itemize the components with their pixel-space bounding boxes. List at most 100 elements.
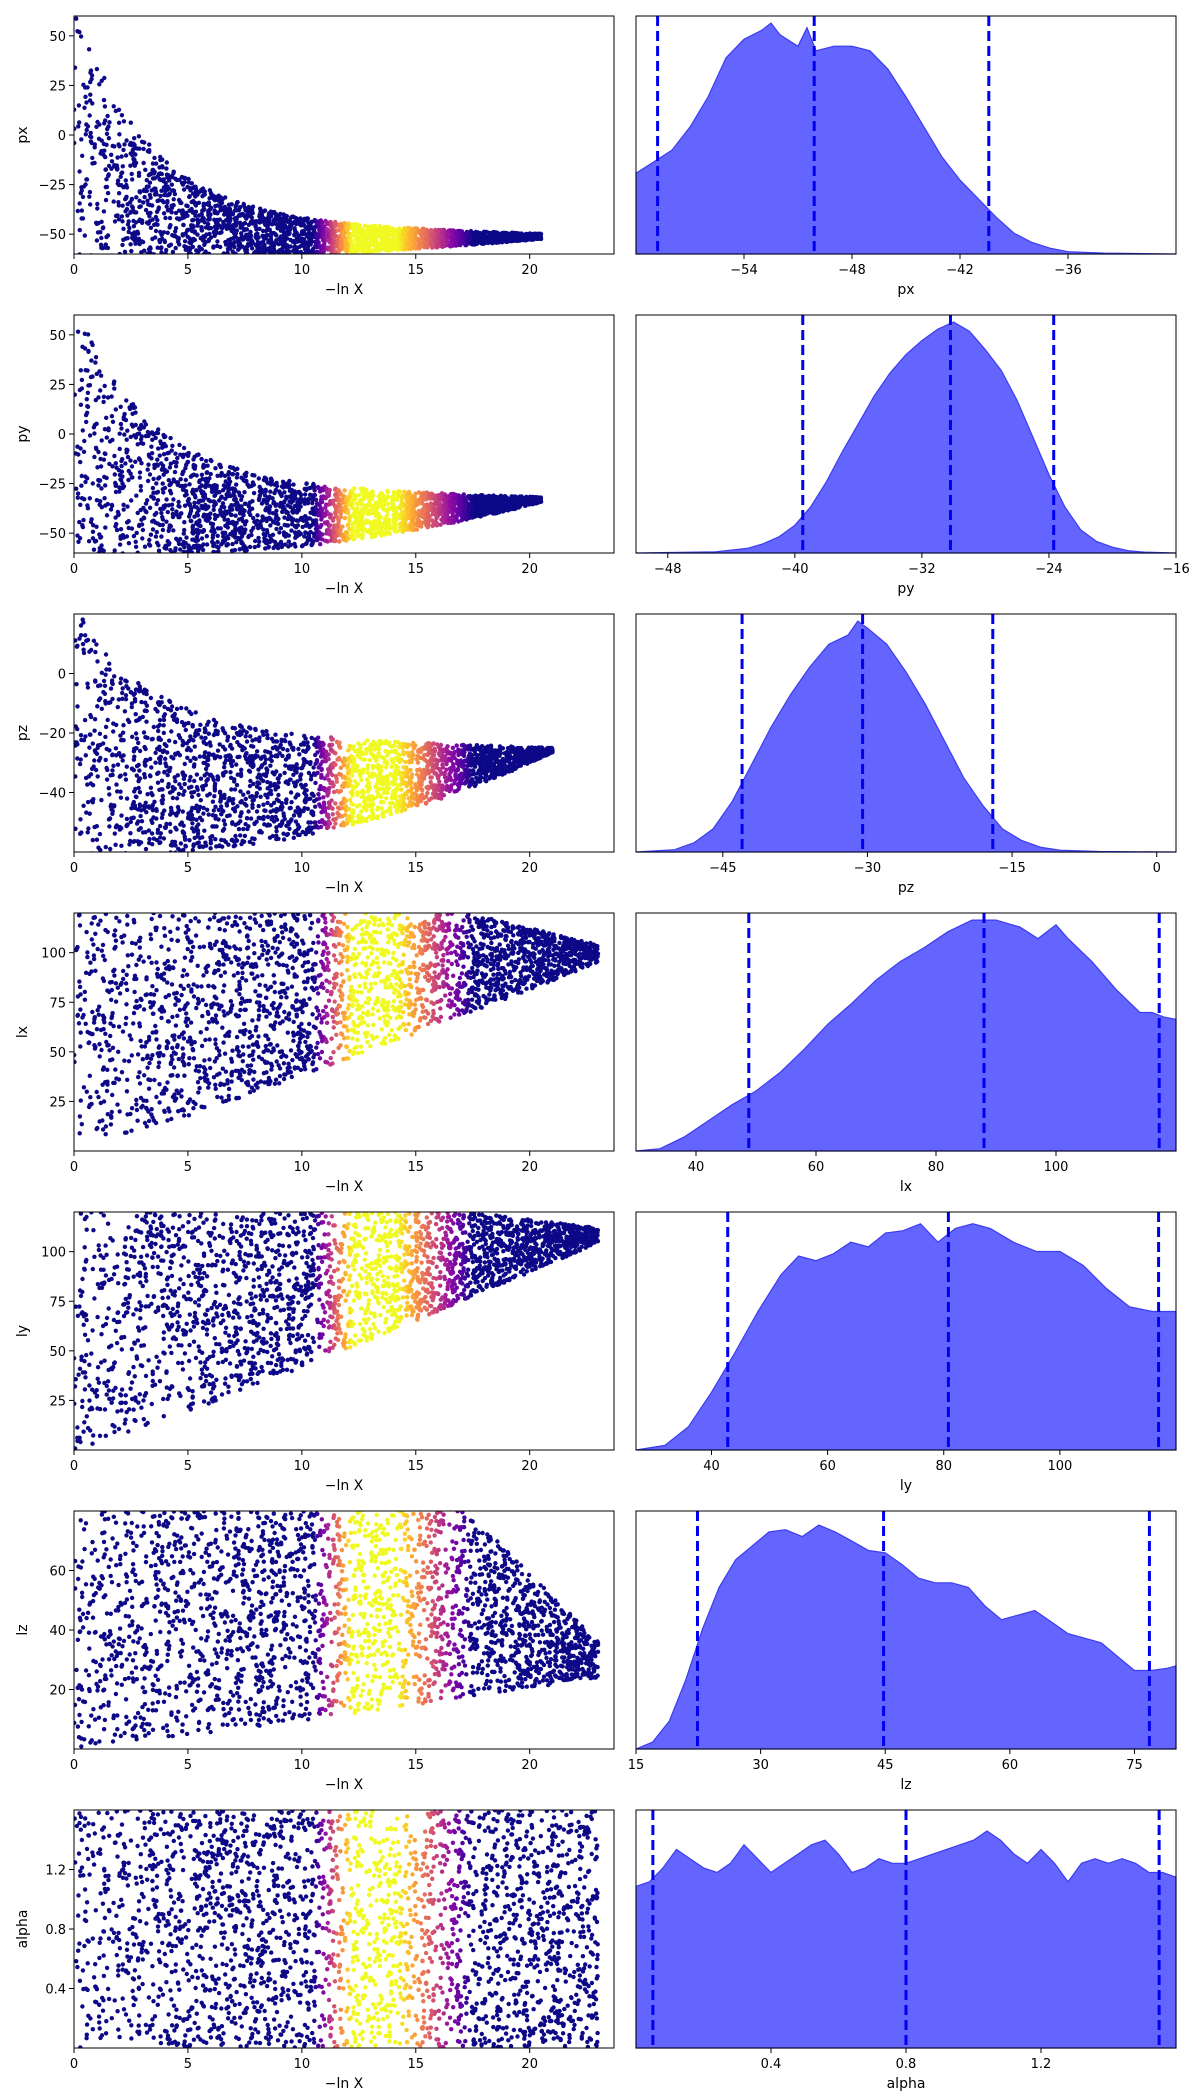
scatter-point — [83, 474, 88, 479]
scatter-point — [472, 501, 478, 507]
scatter-point — [104, 177, 109, 182]
scatter-point — [103, 483, 108, 488]
scatter-point — [202, 220, 207, 225]
scatter-point — [332, 234, 337, 240]
scatter-point — [115, 155, 120, 160]
scatter-point — [104, 234, 109, 240]
scatter-point — [204, 518, 210, 523]
scatter-point — [162, 238, 167, 243]
scatter-point — [167, 482, 172, 488]
scatter-point — [104, 513, 110, 518]
scatter-point — [257, 539, 262, 544]
scatter-point — [286, 539, 291, 544]
scatter-point — [307, 486, 312, 491]
y-tick-label: 25 — [49, 79, 66, 94]
scatter-point — [153, 534, 159, 539]
scatter-point — [227, 206, 233, 212]
scatter-point — [135, 510, 140, 516]
scatter-point — [310, 246, 316, 252]
scatter-point — [413, 491, 418, 496]
scatter-point — [187, 501, 192, 506]
scatter-point — [235, 471, 240, 477]
scatter-point — [222, 473, 228, 478]
scatter-point — [105, 501, 111, 507]
scatter-point — [133, 220, 139, 225]
scatter-point — [214, 544, 220, 549]
scatter-point — [242, 490, 247, 495]
scatter-point — [126, 555, 130, 559]
scatter-point — [220, 488, 226, 493]
scatter-point — [421, 226, 427, 232]
scatter-point — [78, 446, 83, 451]
scatter-point — [91, 523, 96, 528]
scatter-point — [99, 543, 104, 548]
scatter-point — [342, 221, 347, 226]
scatter-point — [188, 251, 193, 254]
scatter-point — [245, 482, 250, 487]
scatter-point — [152, 465, 157, 471]
scatter-point — [98, 456, 103, 462]
scatter-point — [276, 222, 281, 227]
scatter-point — [123, 178, 128, 183]
scatter-point — [169, 182, 174, 187]
scatter-point — [158, 193, 163, 199]
scatter-point — [201, 188, 206, 193]
scatter-point — [284, 219, 289, 224]
scatter-point — [303, 492, 308, 497]
scatter-point — [205, 463, 210, 468]
scatter-point — [301, 518, 306, 523]
scatter-point — [486, 237, 491, 242]
scatter-point — [119, 458, 124, 464]
scatter-point — [74, 16, 79, 21]
scatter-point — [311, 531, 317, 536]
scatter-point — [378, 247, 383, 253]
scatter-point — [181, 539, 186, 545]
scatter-point — [112, 453, 117, 459]
scatter-point — [192, 514, 197, 519]
scatter-point — [75, 29, 80, 34]
scatter-point — [110, 464, 115, 469]
x-tick-label: 15 — [407, 263, 424, 278]
scatter-point — [93, 445, 99, 450]
scatter-point — [227, 246, 233, 251]
scatter-point — [85, 390, 91, 395]
scatter-point — [360, 536, 365, 541]
scatter-point — [147, 472, 153, 477]
scatter-point — [350, 521, 355, 526]
scatter-point — [189, 223, 194, 228]
scatter-point — [158, 230, 164, 235]
scatter-point — [124, 185, 130, 190]
scatter-point — [200, 547, 206, 553]
scatter-point — [358, 523, 364, 529]
scatter-point — [109, 159, 115, 164]
scatter-point — [238, 213, 243, 218]
scatter-point — [359, 488, 365, 493]
scatter-point — [222, 211, 228, 216]
scatter-point — [153, 228, 159, 234]
scatter-point — [206, 251, 212, 254]
scatter-point — [196, 213, 202, 218]
scatter-point — [357, 228, 362, 233]
scatter-point — [230, 249, 235, 254]
scatter-point — [357, 223, 362, 228]
scatter-point — [240, 511, 245, 516]
scatter-point — [97, 478, 102, 483]
scatter-point — [206, 497, 211, 503]
scatter-point — [147, 214, 152, 219]
scatter-point — [282, 532, 287, 537]
scatter-point — [451, 228, 456, 233]
scatter-point — [160, 198, 165, 203]
scatter-point — [274, 508, 279, 513]
scatter-point — [230, 472, 236, 477]
scatter-point — [106, 124, 111, 129]
scatter-point — [80, 153, 85, 158]
scatter-point — [252, 473, 257, 478]
scatter-point — [434, 516, 439, 521]
scatter-point — [266, 247, 271, 252]
scatter-point — [249, 532, 254, 538]
scatter-point — [164, 160, 169, 165]
scatter-point — [491, 234, 497, 239]
scatter-point — [112, 548, 117, 553]
scatter-point — [212, 483, 217, 488]
